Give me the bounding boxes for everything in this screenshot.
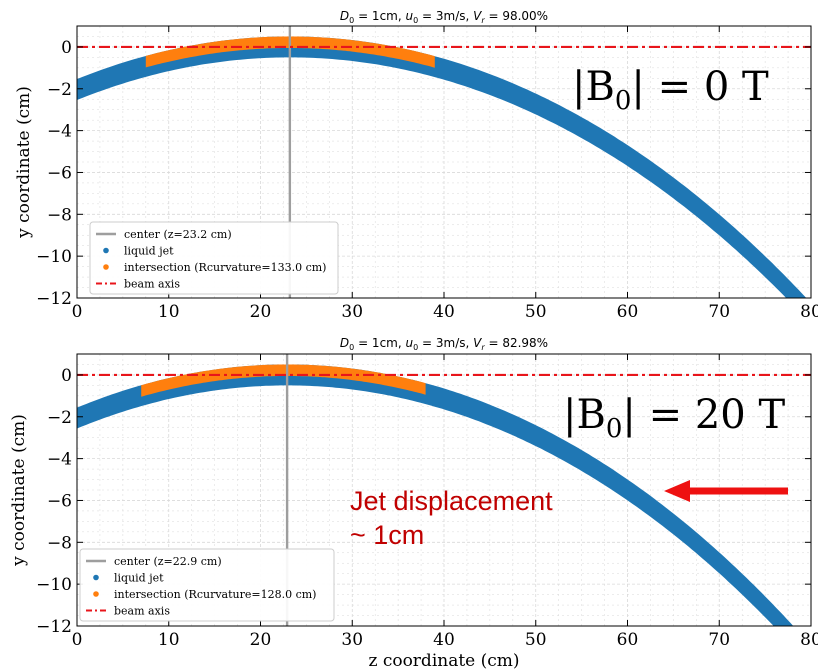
y-tick-label: −2 (47, 80, 72, 100)
y-tick-label: −12 (36, 289, 72, 309)
legend: center (z=23.2 cm) liquid jet intersection… (89, 221, 339, 295)
legend-label: liquid jet (124, 245, 174, 258)
annotation-line-2: ~ 1cm (350, 520, 424, 550)
x-tick-label: 60 (617, 630, 639, 650)
y-axis-label: y coordinate (cm) (14, 86, 34, 239)
legend-label: center (z=23.2 cm) (124, 228, 232, 241)
y-axis-label: y coordinate (cm) (9, 414, 29, 567)
grid (76, 25, 812, 299)
field-strength-label: |B0| = 20 T (563, 392, 785, 444)
x-tick-label: 30 (341, 302, 363, 322)
y-tick-label: −10 (36, 247, 72, 267)
legend-label: beam axis (124, 278, 180, 291)
x-tick-label: 70 (708, 630, 730, 650)
legend-label: intersection (Rcurvature=133.0 cm) (124, 261, 326, 274)
x-tick-label: 20 (250, 302, 272, 322)
legend-label: center (z=22.9 cm) (114, 555, 222, 568)
legend: center (z=22.9 cm) liquid jet intersection… (79, 548, 335, 622)
panel-title: D0 = 1cm, u0 = 3m/s, Vr = 98.00% (340, 9, 548, 25)
legend-label: beam axis (114, 605, 170, 618)
field-strength-label: |B0| = 0 T (572, 64, 769, 116)
x-tick-label: 40 (433, 302, 455, 322)
x-tick-label: 10 (158, 630, 180, 650)
legend-box (79, 548, 335, 622)
y-tick-label: −4 (47, 122, 72, 142)
x-tick-label: 80 (800, 302, 818, 322)
legend-intersection-swatch (103, 264, 109, 270)
annotation-line-1: Jet displacement (350, 486, 553, 516)
x-tick-label: 50 (525, 630, 547, 650)
legend-label: intersection (Rcurvature=128.0 cm) (114, 588, 316, 601)
x-tick-label: 50 (525, 302, 547, 322)
legend-label: liquid jet (114, 572, 164, 585)
legend-intersection-swatch (93, 591, 99, 597)
x-tick-label: 0 (72, 302, 83, 322)
x-tick-label: 40 (433, 630, 455, 650)
y-tick-label: −6 (47, 491, 72, 511)
intersection-band (141, 364, 426, 397)
y-tick-label: 0 (61, 38, 72, 58)
x-tick-label: 30 (341, 630, 363, 650)
panel-title: D0 = 1cm, u0 = 3m/s, Vr = 82.98% (340, 336, 548, 352)
y-tick-label: −4 (47, 450, 72, 470)
legend-jet-swatch (93, 574, 99, 581)
y-tick-label: −10 (36, 575, 72, 595)
legend-box (89, 221, 339, 295)
legend-jet-swatch (103, 247, 109, 254)
top-panel: 0 10 20 30 40 50 60 70 80 0 −2 −4 −6 −8 −10 −12 y coordi… (14, 9, 818, 322)
x-tick-label: 70 (708, 302, 730, 322)
x-tick-label: 10 (158, 302, 180, 322)
y-tick-label: −6 (47, 163, 72, 183)
y-tick-label: −8 (47, 205, 72, 225)
x-tick-label: 0 (72, 630, 83, 650)
x-tick-label: 20 (250, 630, 272, 650)
y-tick-label: −2 (47, 408, 72, 428)
x-tick-label: 60 (617, 302, 639, 322)
y-tick-label: −8 (47, 533, 72, 553)
displacement-annotation: Jet displacement ~ 1cm (350, 480, 788, 550)
y-tick-label: 0 (61, 366, 72, 386)
x-axis-label: z coordinate (cm) (368, 651, 519, 671)
y-tick-label: −12 (36, 617, 72, 637)
x-tick-label: 80 (800, 630, 818, 650)
left-arrow-icon (664, 480, 690, 502)
intersection-band (145, 36, 435, 68)
